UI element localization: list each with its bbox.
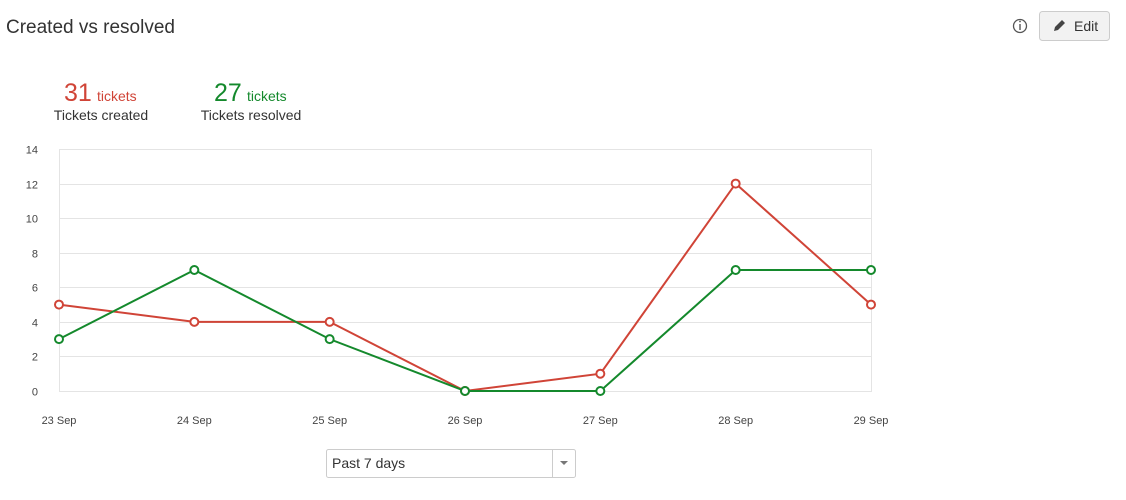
y-tick-label: 12 (26, 180, 38, 192)
summary-unit: tickets (97, 88, 137, 104)
data-point (460, 386, 470, 396)
summary-count: 27 (214, 79, 242, 107)
data-point (595, 386, 606, 396)
summary-label: Tickets resolved (201, 107, 302, 123)
summary-count: 31 (64, 79, 92, 107)
widget-title: Created vs resolved (6, 17, 175, 38)
summary-label: Tickets created (54, 107, 148, 123)
info-icon[interactable] (1012, 18, 1028, 34)
x-tick-label: 24 Sep (177, 415, 212, 427)
data-point (189, 316, 200, 327)
x-tick-label: 26 Sep (448, 415, 483, 427)
data-point (595, 368, 606, 379)
y-tick-label: 6 (32, 283, 38, 295)
y-tick-label: 2 (32, 352, 38, 364)
x-tick-label: 23 Sep (42, 415, 77, 427)
y-tick-label: 0 (32, 387, 38, 399)
data-point (54, 334, 64, 345)
data-point (866, 265, 876, 275)
data-point (189, 265, 200, 275)
data-point (866, 299, 876, 310)
y-tick-label: 10 (26, 214, 38, 226)
edit-label: Edit (1074, 18, 1098, 34)
edit-button[interactable]: Edit (1039, 11, 1110, 41)
data-point (324, 334, 335, 345)
period-select[interactable]: Past 7 days (326, 449, 576, 478)
data-point (54, 299, 64, 310)
x-tick-label: 28 Sep (718, 415, 753, 427)
summary-unit: tickets (247, 88, 287, 104)
y-tick-label: 8 (32, 249, 38, 261)
data-point (324, 316, 335, 327)
data-point (730, 178, 741, 189)
x-tick-label: 27 Sep (583, 415, 618, 427)
x-tick-label: 29 Sep (854, 415, 889, 427)
y-tick-label: 4 (32, 318, 38, 330)
data-point (730, 265, 741, 275)
period-select-label: Past 7 days (332, 455, 405, 471)
series-line (58, 268, 871, 392)
x-tick-label: 25 Sep (312, 415, 347, 427)
y-tick-label: 14 (26, 145, 38, 157)
